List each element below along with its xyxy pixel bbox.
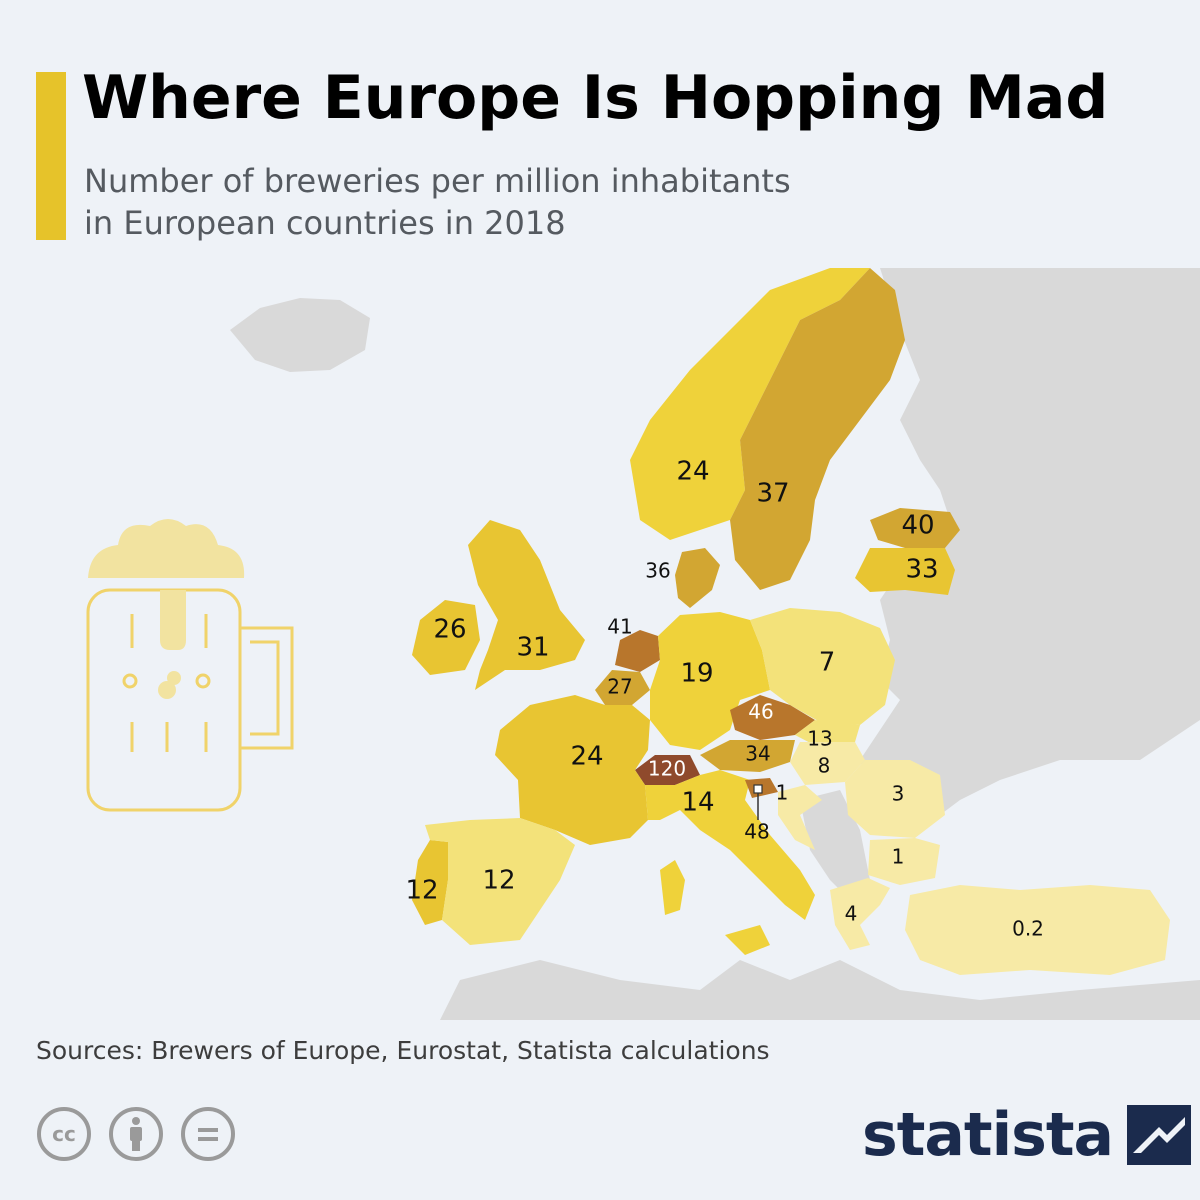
value-poland: 7 bbox=[819, 648, 836, 678]
country-estonia bbox=[870, 508, 960, 548]
value-romania: 3 bbox=[892, 782, 905, 806]
svg-text:cc: cc bbox=[52, 1122, 76, 1146]
value-italy: 14 bbox=[681, 788, 714, 818]
value-belgium: 27 bbox=[607, 675, 632, 699]
value-ireland: 26 bbox=[433, 615, 466, 645]
country-norway bbox=[630, 268, 870, 540]
value-hungary: 8 bbox=[818, 754, 831, 778]
value-slovakia: 13 bbox=[807, 727, 832, 751]
sources-note: Sources: Brewers of Europe, Eurostat, St… bbox=[36, 1036, 770, 1065]
value-bulgaria: 1 bbox=[892, 845, 905, 869]
value-switzerland: 120 bbox=[648, 757, 686, 781]
value-slovenia: 48 bbox=[744, 820, 769, 844]
country-romania bbox=[845, 760, 945, 838]
value-turkey: 0.2 bbox=[1012, 917, 1044, 941]
value-czechia: 46 bbox=[748, 700, 773, 724]
beer-mug-icon bbox=[86, 519, 294, 812]
value-netherlands: 41 bbox=[607, 615, 632, 639]
europe-map: 24 37 40 33 36 26 31 41 27 19 7 46 13 34… bbox=[0, 260, 1200, 1020]
value-portugal: 12 bbox=[405, 876, 438, 906]
statista-brand: statista bbox=[862, 1100, 1192, 1170]
country-sweden bbox=[730, 268, 905, 590]
country-latvia bbox=[855, 548, 955, 595]
page-subtitle: Number of breweries per million inhabita… bbox=[84, 160, 984, 244]
page-title: Where Europe Is Hopping Mad bbox=[82, 63, 1109, 133]
country-belgium bbox=[595, 670, 650, 705]
value-greece: 4 bbox=[845, 902, 858, 926]
country-czechia bbox=[730, 695, 815, 740]
country-portugal bbox=[412, 840, 448, 925]
value-norway: 24 bbox=[676, 457, 709, 487]
subtitle-line-1: Number of breweries per million inhabita… bbox=[84, 162, 791, 200]
land-iceland bbox=[230, 298, 370, 372]
value-spain: 12 bbox=[482, 866, 515, 896]
country-turkey bbox=[905, 885, 1170, 975]
no-derivatives-icon[interactable] bbox=[180, 1106, 236, 1162]
value-uk: 31 bbox=[516, 633, 549, 663]
attribution-icon[interactable] bbox=[108, 1106, 164, 1162]
country-italy-sicily bbox=[725, 925, 770, 955]
slovenia-callout-marker bbox=[753, 784, 763, 794]
country-italy bbox=[645, 770, 815, 920]
license-icons: cc bbox=[36, 1106, 236, 1162]
country-switzerland bbox=[635, 755, 700, 785]
country-slovakia bbox=[795, 720, 860, 748]
country-france bbox=[495, 695, 650, 845]
country-bulgaria bbox=[868, 838, 940, 885]
value-croatia: 1 bbox=[776, 781, 789, 805]
country-greece bbox=[830, 878, 890, 950]
subtitle-line-2: in European countries in 2018 bbox=[84, 204, 566, 242]
statista-wordmark: statista bbox=[862, 1100, 1114, 1170]
value-denmark: 36 bbox=[645, 559, 670, 583]
value-latvia: 33 bbox=[905, 555, 938, 585]
value-sweden: 37 bbox=[756, 479, 789, 509]
country-italy-sardinia bbox=[660, 860, 685, 915]
country-poland bbox=[750, 608, 895, 725]
europe-map-svg: 24 37 40 33 36 26 31 41 27 19 7 46 13 34… bbox=[86, 268, 1200, 1020]
country-uk bbox=[468, 520, 585, 690]
country-ireland bbox=[412, 600, 480, 675]
accent-bar bbox=[36, 72, 66, 240]
statista-logo-icon bbox=[1127, 1105, 1192, 1165]
land-finland-russia bbox=[860, 268, 1200, 830]
country-croatia bbox=[778, 785, 822, 850]
value-austria: 34 bbox=[745, 742, 770, 766]
country-netherlands bbox=[615, 630, 660, 672]
land-north-africa bbox=[440, 960, 1200, 1020]
country-hungary bbox=[790, 742, 865, 785]
value-germany: 19 bbox=[680, 659, 713, 689]
country-germany bbox=[650, 612, 770, 750]
value-france: 24 bbox=[570, 742, 603, 772]
country-spain bbox=[425, 818, 575, 945]
country-denmark bbox=[675, 548, 720, 608]
country-austria bbox=[700, 740, 795, 772]
value-estonia: 40 bbox=[901, 511, 934, 541]
cc-icon[interactable]: cc bbox=[36, 1106, 92, 1162]
